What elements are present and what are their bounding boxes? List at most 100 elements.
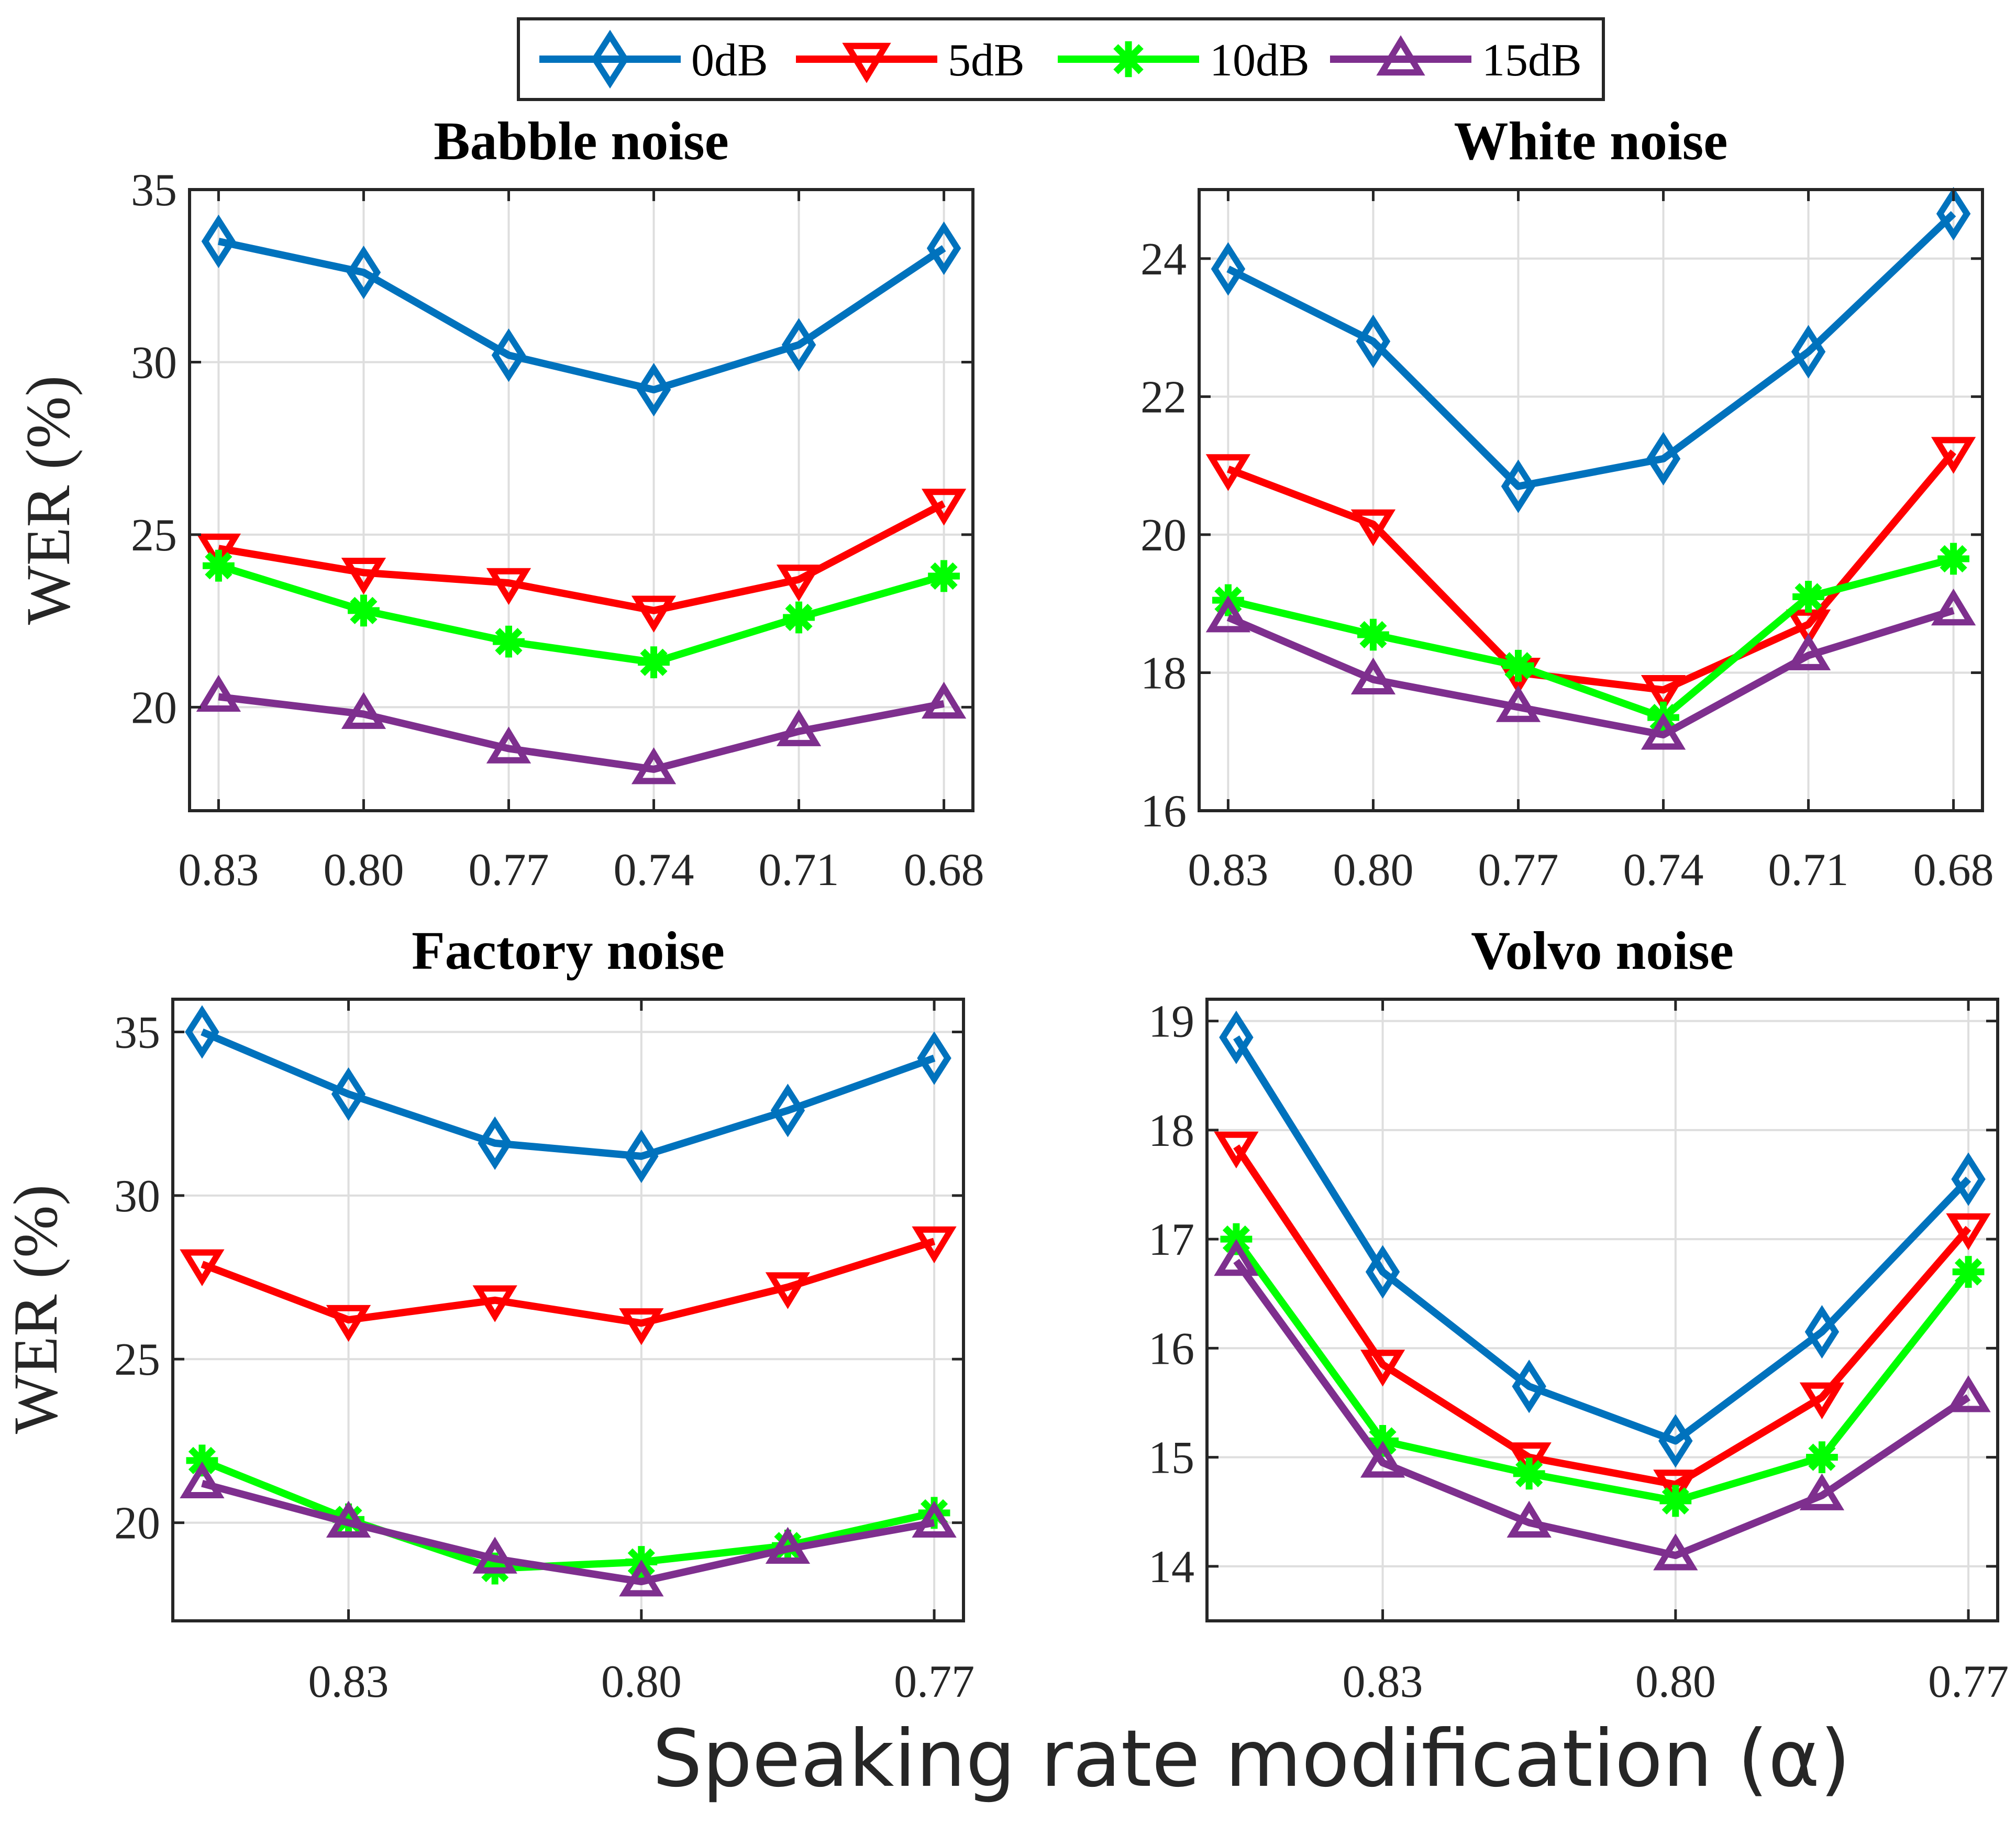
data-point-5dB-0.68 <box>921 489 967 526</box>
series-line-0dB <box>1226 211 1956 490</box>
data-point-15dB-0.83 <box>1360 1441 1405 1478</box>
x-tick-label: 0.83 <box>1343 1656 1423 1707</box>
data-point-0dB-0.77 <box>1951 1152 1986 1206</box>
data-point-15dB-0.77 <box>912 1500 957 1538</box>
panel-white-noise: 16 18 20 22 24 0.83 0.80 0.77 0.74 0.71 0.68 White … <box>1140 111 1994 896</box>
y-tick-label: 17 <box>1148 1214 1194 1265</box>
y-tick-label: 22 <box>1140 372 1187 423</box>
x-tick-label: 0.68 <box>1913 845 1994 896</box>
data-point-15dB-0.74 <box>631 747 677 785</box>
data-point-15dB-0.785 <box>765 1527 811 1564</box>
y-tick-label: 25 <box>114 1334 160 1385</box>
data-point-0dB-0.785 <box>770 1084 805 1137</box>
series-5dB <box>1214 1131 1991 1507</box>
data-point-5dB-0.77 <box>1946 1213 1991 1251</box>
series-15dB <box>1205 588 1976 750</box>
x-tick-label: 0.71 <box>1768 845 1849 896</box>
data-point-5dB-0.80 <box>341 557 386 595</box>
y-tick-label: 20 <box>1140 510 1187 561</box>
data-point-15dB-0.74 <box>1641 713 1686 750</box>
legend-marker-5dB <box>842 42 891 83</box>
axes-frame <box>1198 188 1984 812</box>
legend-marker-15dB <box>1376 35 1425 76</box>
y-tick-label: 15 <box>1148 1433 1194 1484</box>
data-point-5dB-0.80 <box>1350 509 1396 547</box>
data-point-5dB-0.83 <box>1205 454 1251 491</box>
data-point-0dB-0.71 <box>1791 325 1826 379</box>
y-tick-label: 24 <box>1140 234 1187 285</box>
x-tick-label: 0.71 <box>759 845 839 896</box>
series-line-10dB <box>1233 1237 1971 1505</box>
legend-marker-10dB <box>1110 41 1147 78</box>
series-0dB <box>201 214 961 417</box>
x-tick-label: 0.80 <box>323 845 404 896</box>
y-tick-label: 14 <box>1148 1542 1194 1593</box>
series-10dB <box>203 549 960 679</box>
series-line-0dB <box>217 237 946 394</box>
data-point-5dB-0.74 <box>1641 675 1686 712</box>
x-tick-label: 0.83 <box>178 845 259 896</box>
data-point-0dB-0.785 <box>1804 1305 1840 1359</box>
data-point-15dB-0.77 <box>486 726 531 764</box>
series-line-15dB <box>1226 607 1955 739</box>
series-5dB <box>180 1226 957 1345</box>
data-point-0dB-0.815 <box>478 1116 512 1170</box>
panel-factory-noise: 20 25 30 35 0.83 0.80 0.77 Factory noise WER (%) <box>1 921 974 1707</box>
data-point-0dB-0.71 <box>781 318 816 372</box>
data-point-15dB-0.71 <box>776 709 822 746</box>
series-line-10dB <box>1227 555 1955 722</box>
data-point-15dB-0.86 <box>1214 1239 1259 1276</box>
plot-area <box>1199 190 1982 811</box>
data-point-0dB-0.80 <box>1356 314 1391 369</box>
panel-title: Factory noise <box>412 921 725 981</box>
data-point-5dB-0.785 <box>1799 1382 1845 1420</box>
x-tick-label: 0.68 <box>904 845 984 896</box>
data-point-15dB-0.71 <box>1786 633 1831 670</box>
data-point-5dB-0.80 <box>619 1308 664 1345</box>
data-point-5dB-0.815 <box>472 1285 517 1322</box>
series-line-10dB <box>217 562 945 666</box>
data-point-10dB-0.83 <box>203 549 235 582</box>
y-tick-label: 18 <box>1148 1106 1194 1156</box>
data-point-0dB-0.77 <box>491 328 526 382</box>
series-line-0dB <box>201 1029 936 1160</box>
data-point-10dB-0.71 <box>1792 581 1824 613</box>
data-point-15dB-0.815 <box>472 1537 517 1574</box>
data-point-0dB-0.815 <box>1512 1360 1546 1413</box>
data-point-10dB-0.68 <box>928 560 960 592</box>
data-point-10dB-0.74 <box>638 646 670 679</box>
legend-label-0dB: 0dB <box>691 35 768 86</box>
data-point-5dB-0.815 <box>1507 1442 1552 1479</box>
panel-title: Babble noise <box>434 111 728 171</box>
data-point-5dB-0.86 <box>1214 1131 1259 1169</box>
data-point-5dB-0.71 <box>776 565 822 602</box>
legend-label-15dB: 15dB <box>1482 35 1582 86</box>
x-tick-label: 0.83 <box>308 1656 389 1707</box>
series-line-5dB <box>1226 449 1956 694</box>
series-0dB <box>1219 1010 1986 1468</box>
data-point-0dB-0.80 <box>1658 1414 1693 1468</box>
data-point-15dB-0.83 <box>196 675 241 712</box>
data-point-15dB-0.77 <box>1496 685 1541 722</box>
y-tick-label: 30 <box>131 337 177 388</box>
data-point-15dB-0.68 <box>921 681 967 719</box>
series-15dB <box>1214 1239 1991 1571</box>
legend-label-10dB: 10dB <box>1210 35 1310 86</box>
y-tick-label: 19 <box>1148 997 1194 1047</box>
legend-entry-10dB: 10dB <box>1058 35 1310 86</box>
data-point-0dB-0.80 <box>624 1129 659 1184</box>
series-15dB <box>196 675 967 785</box>
data-point-10dB-0.77 <box>493 625 525 658</box>
data-point-0dB-0.74 <box>636 363 671 417</box>
data-point-10dB-0.80 <box>1659 1485 1692 1517</box>
data-point-0dB-0.86 <box>1219 1010 1254 1065</box>
data-point-0dB-0.68 <box>926 221 961 275</box>
panel-title: White noise <box>1454 111 1728 171</box>
data-point-5dB-0.83 <box>1360 1350 1405 1387</box>
data-point-5dB-0.68 <box>1931 437 1976 474</box>
data-point-15dB-0.80 <box>1653 1533 1698 1571</box>
data-point-5dB-0.74 <box>631 595 677 633</box>
data-point-5dB-0.785 <box>765 1272 811 1309</box>
x-tick-label: 0.77 <box>1478 845 1558 896</box>
y-tick-label: 30 <box>114 1171 160 1222</box>
